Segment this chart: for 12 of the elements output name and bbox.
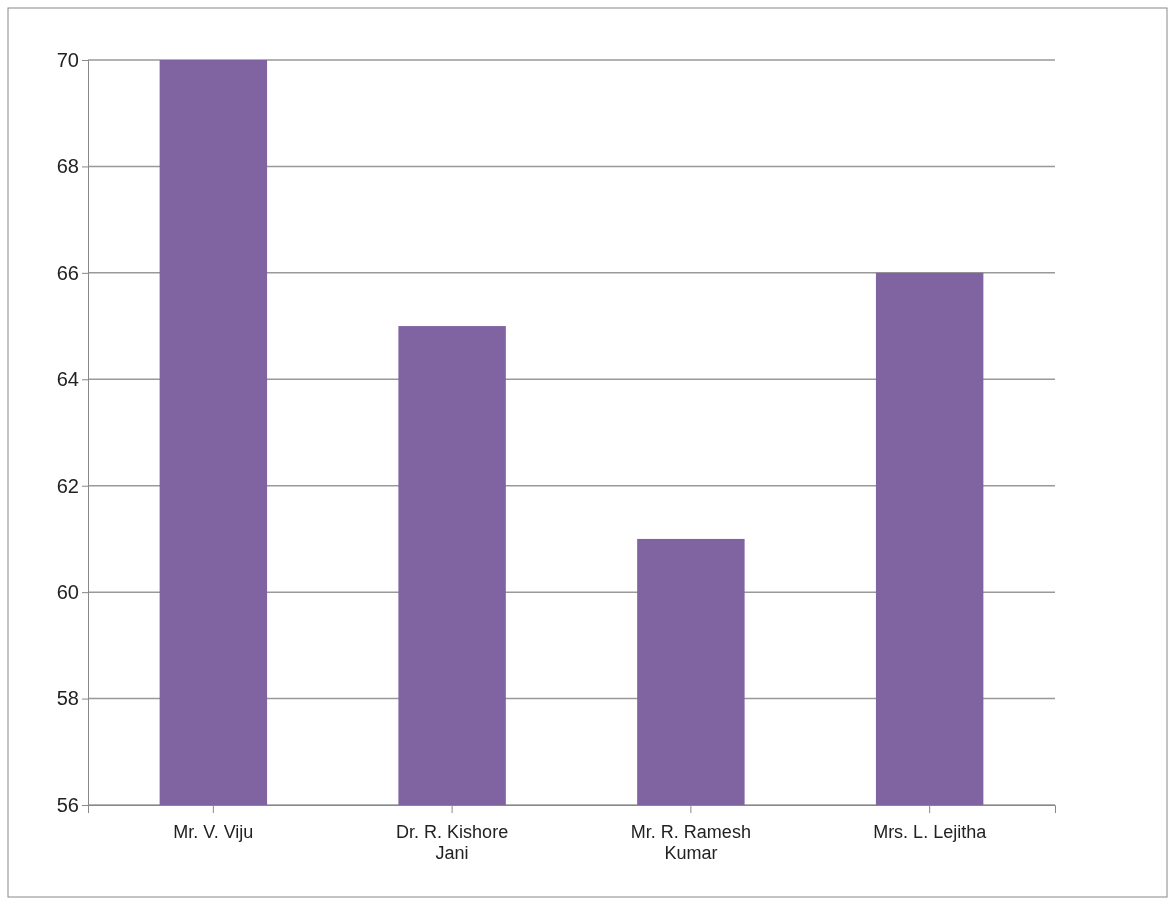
x-tick-label: Mr. R. Ramesh Kumar <box>630 821 751 864</box>
y-tick-label: 66 <box>56 261 79 284</box>
y-tick-label: 56 <box>56 793 79 816</box>
y-tick-label: 60 <box>56 581 79 604</box>
x-tick-label: Mr. V. Viju <box>173 821 254 842</box>
y-tick-label: 64 <box>56 368 79 391</box>
y-tick-label: 70 <box>56 48 79 71</box>
y-tick-label: 58 <box>56 687 79 710</box>
y-tick-label: 62 <box>56 474 79 497</box>
x-tick-label: Dr. R. Kishore Jani <box>396 821 509 864</box>
y-tick-label: 68 <box>56 155 79 178</box>
x-tick-label: Mrs. L. Lejitha <box>873 821 988 842</box>
